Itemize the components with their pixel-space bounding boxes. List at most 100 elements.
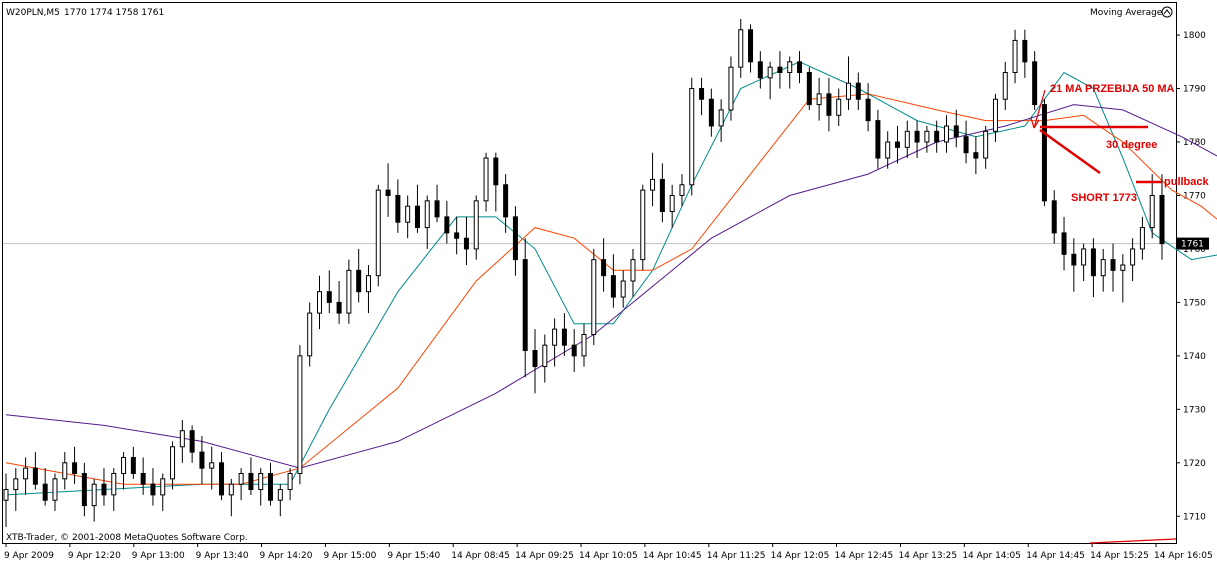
candle: [268, 462, 274, 506]
candle: [1081, 243, 1087, 282]
x-tick-label: 14 Apr 15:25: [1090, 551, 1149, 561]
candle: [983, 125, 989, 169]
ohlc-values: 1770 1774 1758 1761: [64, 8, 164, 18]
symbol-label: W20PLN,M5: [6, 8, 60, 18]
candle: [199, 436, 205, 485]
candle: [894, 125, 900, 164]
y-tick-label: 1800: [1183, 31, 1206, 41]
candle: [855, 72, 861, 110]
candle: [924, 125, 930, 153]
candle: [846, 56, 852, 110]
annotation-short: SHORT 1773: [1071, 192, 1137, 204]
candle: [532, 329, 538, 394]
candle: [689, 77, 695, 196]
candle: [424, 195, 430, 249]
candle: [630, 248, 636, 298]
x-tick-label: 9 Apr 12:20: [68, 551, 121, 561]
candle: [228, 478, 234, 517]
ma-line-2: [5, 93, 1217, 485]
candle: [1002, 61, 1008, 110]
candle: [170, 441, 176, 490]
candle: [160, 473, 166, 511]
candle: [767, 61, 773, 100]
candle: [816, 77, 822, 121]
candle: [81, 462, 87, 517]
y-tick-label: 1760: [1183, 245, 1206, 255]
candle: [72, 446, 78, 485]
copyright-label: XTB-Trader, © 2001-2008 MetaQuotes Softw…: [6, 533, 248, 543]
candle: [865, 83, 871, 132]
candle: [1130, 238, 1136, 282]
candle: [209, 446, 215, 490]
annotation-degree: 30 degree: [1106, 139, 1157, 151]
candle: [463, 216, 469, 265]
candle: [522, 238, 528, 378]
candle: [620, 270, 626, 308]
x-axis: 9 Apr 2009 9 Apr 12:20 9 Apr 13:00 9 Apr 13…: [4, 543, 1213, 561]
x-tick-label: 9 Apr 14:20: [260, 551, 313, 561]
candle: [591, 248, 597, 346]
annotation-slope-line: [1039, 128, 1101, 175]
candle: [1100, 248, 1106, 292]
x-tick-label: 14 Apr 08:45: [451, 551, 510, 561]
candle: [699, 77, 705, 116]
annotation-arrow-cross: [1030, 89, 1046, 129]
candle: [130, 446, 136, 479]
ma-line-3: [5, 104, 1217, 469]
candle: [1061, 216, 1067, 271]
candle: [934, 120, 940, 153]
candle: [1159, 174, 1165, 260]
current-price-box: [1177, 237, 1209, 250]
candle: [238, 468, 244, 501]
candle: [375, 184, 381, 287]
indicator-icon[interactable]: [1161, 6, 1173, 18]
candle: [738, 19, 744, 78]
candle: [669, 184, 675, 228]
candle: [1149, 174, 1155, 239]
candles: [3, 19, 1165, 527]
candle: [473, 195, 479, 260]
candle: [395, 179, 401, 233]
candle: [179, 420, 185, 463]
y-tick-label: 1740: [1183, 352, 1206, 362]
annotation-bottom-line: [1089, 538, 1177, 544]
candle: [219, 452, 225, 501]
candle: [32, 452, 38, 490]
candle: [307, 302, 313, 367]
x-tick-label: 14 Apr 12:45: [835, 551, 894, 561]
candle: [992, 93, 998, 143]
candle: [287, 468, 293, 501]
candle: [581, 323, 587, 367]
x-tick-label: 9 Apr 13:00: [132, 551, 185, 561]
candle: [493, 152, 499, 212]
plot-area: [2, 2, 1177, 544]
candle: [885, 131, 891, 169]
candle: [914, 120, 920, 159]
candle: [248, 457, 254, 495]
candle: [140, 457, 146, 495]
candle: [434, 184, 440, 223]
candle: [973, 136, 979, 175]
candle: [13, 468, 19, 511]
candle: [483, 152, 489, 212]
candle: [52, 473, 58, 511]
y-tick-label: 1780: [1183, 138, 1206, 148]
candle: [1120, 254, 1126, 303]
candle: [101, 468, 107, 506]
candle: [23, 457, 29, 495]
y-tick-label: 1710: [1183, 512, 1206, 522]
candle: [1022, 29, 1028, 78]
candle: [503, 174, 509, 233]
annotation-cross: 21 MA PRZEBIJA 50 MA: [1050, 83, 1175, 95]
candle: [757, 51, 763, 89]
candle: [561, 313, 567, 356]
candle: [571, 329, 577, 372]
candle: [91, 478, 97, 522]
y-axis: 1710 1720 1730 1740 1750 1760 1770 1780 1790 1800: [1176, 31, 1206, 522]
x-tick-label: 9 Apr 2009: [4, 551, 54, 561]
candle: [826, 77, 832, 132]
x-tick-label: 14 Apr 10:45: [643, 551, 702, 561]
candle: [62, 452, 68, 490]
candle: [512, 206, 518, 276]
candle: [297, 345, 303, 485]
